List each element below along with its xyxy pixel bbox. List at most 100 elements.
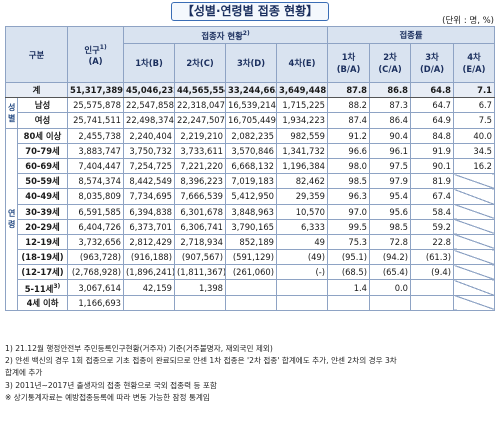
table-row: 5-11세3) 3,067,614 42,159 1,398 1.4 0.0 [6,279,496,296]
table-row: (12-17세) (2,768,928) (1,896,241) (1,811,367… [6,264,496,281]
cell-r2: 95.6 [369,203,412,220]
cell-r3: 64.9 [410,112,455,129]
row-label: 5-11세3) [16,279,69,296]
cell-r3: 59.2 [410,218,455,235]
cell-d4: 29,359 [276,188,329,205]
cell-d3: 6,668,132 [225,157,278,175]
cell-r4: 40.0 [453,127,496,144]
cell-r3: (61.3) [410,249,455,266]
table-row: (18-19세) (963,728) (916,188) (907,567) (591,… [6,249,496,266]
header-rate2-top: 2차 [383,52,397,62]
table-row: 12-19세 3,732,656 2,812,429 2,718,934 852,189… [6,233,496,251]
cell-r1 [327,294,371,311]
cell-d4: 3,649,448 [276,81,329,99]
header-rate4-top: 4차 [467,52,481,62]
header-population-sup: 1) [99,43,107,51]
cell-r1: 91.2 [327,127,371,144]
row-label-text: 70-79세 [25,145,60,156]
cell-d2: (1,811,367) [174,264,227,281]
cell-r2: 90.4 [369,127,412,144]
cell-pop: 3,067,614 [67,279,125,296]
cell-r2: 97.9 [369,173,412,190]
cell-r3: 91.9 [410,142,455,159]
cell-d1 [123,294,176,311]
cell-d1: 2,240,404 [123,127,176,144]
cell-d2: 6,306,741 [174,218,227,235]
table-row: 여성 25,741,511 22,498,374 22,247,507 16,705,4… [6,112,496,129]
header-rate1: 1차 (B/A) [327,43,371,83]
cell-r2: 97.5 [369,157,412,175]
row-label: 4세 이하 [16,294,69,311]
row-label-text: 5-11세 [24,283,54,294]
cell-r2: 86.4 [369,112,412,129]
unit-label: (단위 : 명, %) [442,16,494,26]
row-label: 50-59세 [16,173,69,190]
cell-d1: (916,188) [123,249,176,266]
cell-r1: (95.1) [327,249,371,266]
cell-d1: 7,254,725 [123,157,176,175]
cell-r3: 64.8 [410,81,455,99]
row-label-text: 20-29세 [25,221,60,232]
cell-d1: 6,373,701 [123,218,176,235]
row-label: 30-39세 [16,203,69,220]
cell-d3: 2,082,235 [225,127,278,144]
cell-r1: 1.4 [327,279,371,296]
row-label: 12-19세 [16,233,69,251]
cell-d2: 2,219,210 [174,127,227,144]
cell-r4 [453,279,496,296]
header-rate3: 3차 (D/A) [410,43,455,83]
cell-d2: 3,733,611 [174,142,227,159]
cell-r4 [453,294,496,311]
footnotes: 1) 21.12월 행정안전부 주민등록인구현황(거주자) 기준(거주불명자, … [5,343,497,404]
row-label-text: 50-59세 [25,176,60,187]
row-label: 40-49세 [16,188,69,205]
row-label-text: 여성 [34,115,51,126]
header-status-sup: 2) [242,30,250,38]
cell-d4: 1,341,732 [276,142,329,159]
cell-r3: (9.4) [410,264,455,281]
table-row: 40-49세 8,035,809 7,734,695 7,666,539 5,412,9… [6,188,496,205]
cell-pop: 51,317,389 [67,81,125,99]
cell-d2: (907,567) [174,249,227,266]
cell-r4 [453,233,496,251]
header-dose4: 4차(E) [276,43,329,83]
row-label-text: 40-49세 [25,191,60,202]
cell-d1: 8,442,549 [123,173,176,190]
cell-d2: 8,396,223 [174,173,227,190]
row-label-text: (18-19세) [21,252,64,263]
header-dose2: 2차(C) [174,43,227,83]
cell-d1: 22,498,374 [123,112,176,129]
cell-r2: 96.1 [369,142,412,159]
cell-d2: 2,718,934 [174,233,227,251]
row-label-text: 30-39세 [25,206,60,217]
cell-pop: 3,732,656 [67,233,125,251]
cell-r4: 16.2 [453,157,496,175]
row-label: (12-17세) [16,264,69,281]
header-population-label: 인구 [84,44,100,55]
cell-d4: 1,934,223 [276,112,329,129]
cell-r4 [453,264,496,281]
header-status-label: 접종자 현황 [201,30,243,41]
cell-d2 [174,294,227,311]
cell-r1: 75.3 [327,233,371,251]
cell-r2: (94.2) [369,249,412,266]
vaccination-table: 구분 인구1) (A) 접종자 현황2) 접종률 1차(B) 2차(C) 3차(… [4,26,496,311]
cell-d3: (261,060) [225,264,278,281]
footnote-line: 2) 얀센 백신의 경우 1회 접종으로 기초 접종이 완료되므로 얀센 1차 … [5,356,397,366]
cell-pop: 8,574,374 [67,173,125,190]
row-label: 80세 이상 [16,127,69,144]
cell-r2: 95.4 [369,188,412,205]
header-rate1-bot: (B/A) [336,64,361,74]
side-label-gender: 성별 [5,97,18,129]
cell-pop: (963,728) [67,249,125,266]
cell-d4: (49) [276,249,329,266]
cell-d4: 82,462 [276,173,329,190]
cell-d3: 7,019,183 [225,173,278,190]
table-row: 4세 이하 1,166,693 [6,294,496,311]
cell-r3: 67.4 [410,188,455,205]
cell-r1: 87.8 [327,81,371,99]
cell-r3: 64.7 [410,97,455,114]
header-population: 인구1) (A) [67,26,125,83]
cell-d3: 852,189 [225,233,278,251]
header-rate4: 4차 (E/A) [453,43,496,83]
